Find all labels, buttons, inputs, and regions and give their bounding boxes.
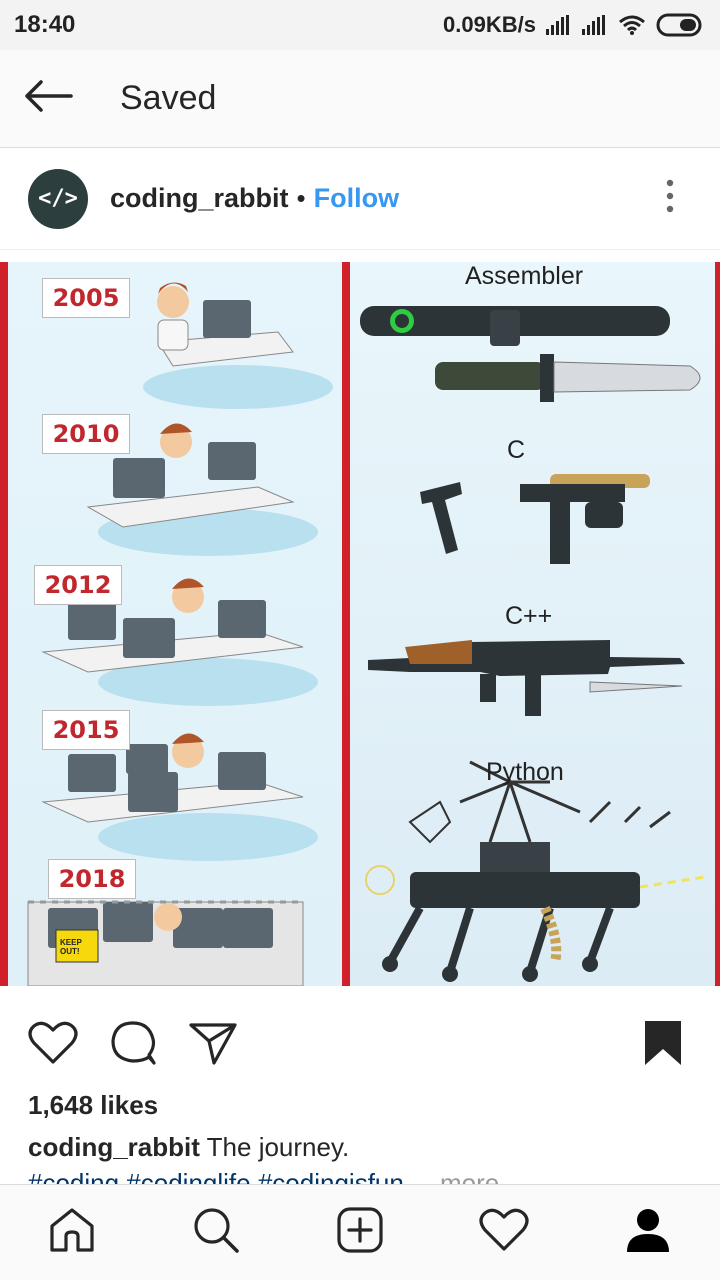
page-title: Saved	[120, 79, 217, 117]
left-panel: 2005 2010 2012 2015 2018 KEEP OUT!	[8, 262, 342, 986]
heart-icon	[28, 1020, 78, 1071]
nav-add[interactable]	[320, 1193, 400, 1273]
more-options-button[interactable]	[620, 148, 720, 250]
home-icon	[48, 1206, 96, 1259]
right-panel: Assembler C C++ Python	[350, 262, 715, 986]
divider-bar	[715, 262, 720, 986]
nav-search[interactable]	[176, 1193, 256, 1273]
divider-bar	[342, 262, 350, 986]
divider-bar	[0, 262, 8, 986]
hashtag-links[interactable]: #coding #codinglife #codingisfun	[28, 1168, 404, 1184]
bookmark-icon	[643, 1019, 683, 1072]
save-button[interactable]	[636, 1018, 690, 1072]
comment-button[interactable]	[106, 1018, 160, 1072]
nav-activity[interactable]	[464, 1193, 544, 1273]
wifi-icon	[618, 14, 646, 36]
comment-icon	[109, 1019, 157, 1072]
status-bar: 18:40 0.09KB/s	[0, 0, 720, 50]
code-icon: </>	[38, 186, 78, 211]
signal-icon	[546, 15, 572, 35]
like-button[interactable]	[26, 1018, 80, 1072]
follow-button[interactable]: Follow	[313, 183, 400, 213]
network-speed: 0.09KB/s	[443, 12, 536, 37]
share-button[interactable]	[186, 1018, 240, 1072]
add-icon	[336, 1206, 384, 1259]
vertical-dots-icon	[665, 179, 675, 218]
hashtags: #coding #codinglife #codingisfun ... mor…	[28, 1168, 499, 1184]
caption-text: The journey.	[206, 1132, 350, 1162]
like-count[interactable]: 1,648 likes	[28, 1090, 159, 1120]
send-icon	[188, 1021, 238, 1070]
year-label: 2005	[42, 278, 130, 318]
back-button[interactable]	[0, 50, 96, 148]
bottom-nav	[0, 1184, 720, 1280]
more-link[interactable]: ... more	[411, 1168, 500, 1184]
separator: •	[296, 183, 306, 213]
battery-icon	[656, 12, 706, 38]
post-image[interactable]: 2005 2010 2012 2015 2018 KEEP OUT!	[0, 262, 720, 986]
app-bar: Saved	[0, 50, 720, 148]
search-icon	[192, 1206, 240, 1259]
developer-illustration	[27, 282, 333, 986]
year-label: 2010	[42, 414, 130, 454]
post-username[interactable]: coding_rabbit	[110, 183, 289, 213]
nav-profile[interactable]	[608, 1193, 688, 1273]
warning-sign: KEEP OUT!	[60, 938, 82, 956]
nav-home[interactable]	[32, 1193, 112, 1273]
language-label: C	[507, 436, 526, 464]
avatar[interactable]: </>	[28, 168, 88, 229]
language-label: C++	[505, 602, 553, 630]
year-label: 2015	[42, 710, 130, 750]
language-label: Python	[486, 758, 564, 786]
status-time: 18:40	[14, 11, 76, 38]
post-actions	[0, 1010, 720, 1080]
post-header: </> coding_rabbit • Follow	[0, 148, 720, 250]
heart-icon	[479, 1207, 529, 1258]
profile-icon	[624, 1206, 672, 1259]
language-label: Assembler	[465, 262, 584, 290]
caption: coding_rabbit The journey.	[28, 1132, 349, 1163]
year-label: 2018	[48, 859, 136, 899]
status-indicators: 0.09KB/s	[443, 12, 706, 38]
signal-icon	[582, 15, 608, 35]
year-label: 2012	[34, 565, 122, 605]
weapons-illustration	[360, 306, 706, 982]
arrow-left-icon	[23, 79, 73, 118]
caption-username[interactable]: coding_rabbit	[28, 1132, 200, 1162]
